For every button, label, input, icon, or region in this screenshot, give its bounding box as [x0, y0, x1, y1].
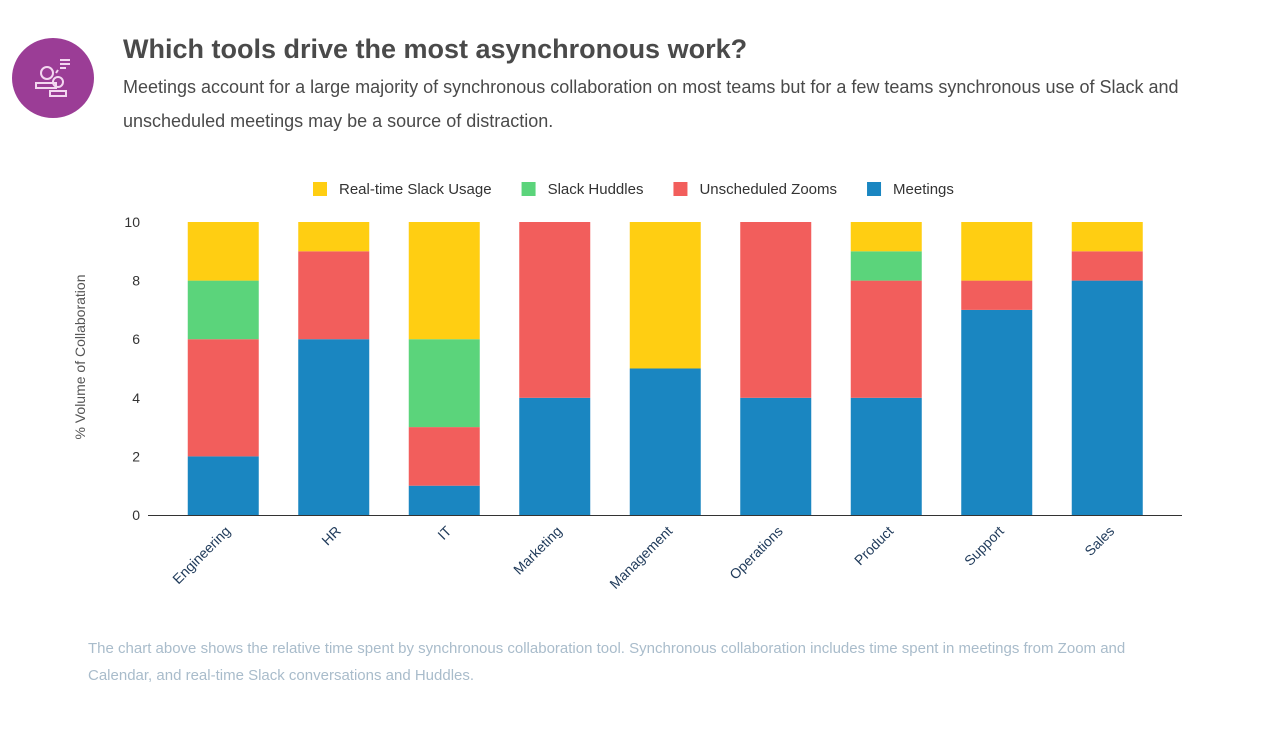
- bar-product-real-time-slack-usage: [850, 222, 922, 252]
- bars: [187, 222, 1143, 515]
- x-tick-label: IT: [434, 522, 454, 542]
- y-tick-label: 2: [132, 448, 140, 464]
- bar-operations-meetings: [740, 397, 812, 515]
- legend-label: Real-time Slack Usage: [339, 181, 492, 198]
- bar-hr-meetings: [298, 339, 370, 515]
- bar-product-meetings: [850, 397, 922, 515]
- legend-label: Unscheduled Zooms: [699, 181, 837, 198]
- chart-footnote: The chart above shows the relative time …: [88, 640, 1126, 684]
- y-tick-label: 4: [132, 390, 140, 406]
- bar-support-unscheduled-zooms: [961, 280, 1033, 310]
- y-tick-label: 0: [132, 507, 140, 523]
- x-tick-label: Sales: [1081, 523, 1117, 559]
- x-tick-label: Marketing: [510, 523, 565, 578]
- bar-engineering-real-time-slack-usage: [187, 222, 259, 281]
- bar-marketing-unscheduled-zooms: [519, 222, 591, 398]
- people-chat-icon: [12, 38, 94, 118]
- bar-sales-unscheduled-zooms: [1071, 251, 1143, 281]
- legend-label: Slack Huddles: [548, 181, 644, 198]
- x-tick-label: Engineering: [169, 523, 233, 587]
- bar-engineering-meetings: [187, 456, 259, 515]
- bar-hr-unscheduled-zooms: [298, 251, 370, 340]
- bar-engineering-slack-huddles: [187, 280, 259, 340]
- bar-marketing-meetings: [519, 397, 591, 515]
- bar-sales-real-time-slack-usage: [1071, 222, 1143, 252]
- bar-support-real-time-slack-usage: [961, 222, 1033, 281]
- x-tick-label: Operations: [726, 523, 786, 583]
- bar-it-unscheduled-zooms: [408, 427, 480, 486]
- legend-label: Meetings: [893, 181, 954, 198]
- legend: Real-time Slack Usage Slack Huddles Unsche…: [313, 181, 954, 198]
- y-axis-label: % Volume of Collaboration: [72, 275, 88, 440]
- x-tick-label: HR: [318, 523, 344, 549]
- x-axis-ticks: Engineering HR IT Marketing Management Operat…: [169, 522, 1117, 591]
- bar-it-meetings: [408, 485, 480, 515]
- bar-sales-meetings: [1071, 280, 1143, 515]
- x-tick-label: Support: [961, 523, 1007, 569]
- bar-product-slack-huddles: [850, 251, 922, 281]
- bar-product-unscheduled-zooms: [850, 280, 922, 398]
- bar-operations-unscheduled-zooms: [740, 222, 812, 398]
- bar-management-meetings: [629, 368, 701, 515]
- y-axis-ticks: 0 2 4 6 8 10: [124, 214, 140, 523]
- page-subtitle: Meetings account for a large majority of…: [123, 77, 1179, 131]
- x-tick-label: Management: [606, 523, 675, 592]
- legend-swatch: [867, 182, 882, 196]
- legend-swatch: [673, 182, 688, 196]
- bar-it-slack-huddles: [408, 339, 480, 428]
- x-tick-label: Product: [851, 523, 897, 569]
- legend-swatch: [521, 182, 536, 196]
- page-title: Which tools drive the most asynchronous …: [123, 34, 748, 64]
- bar-management-real-time-slack-usage: [629, 222, 701, 369]
- y-tick-label: 8: [132, 273, 140, 289]
- bar-it-real-time-slack-usage: [408, 222, 480, 340]
- bar-hr-real-time-slack-usage: [298, 222, 370, 252]
- y-tick-label: 10: [124, 214, 140, 230]
- bar-engineering-unscheduled-zooms: [187, 339, 259, 457]
- y-tick-label: 6: [132, 331, 140, 347]
- bar-support-meetings: [961, 309, 1033, 515]
- legend-swatch: [313, 182, 327, 196]
